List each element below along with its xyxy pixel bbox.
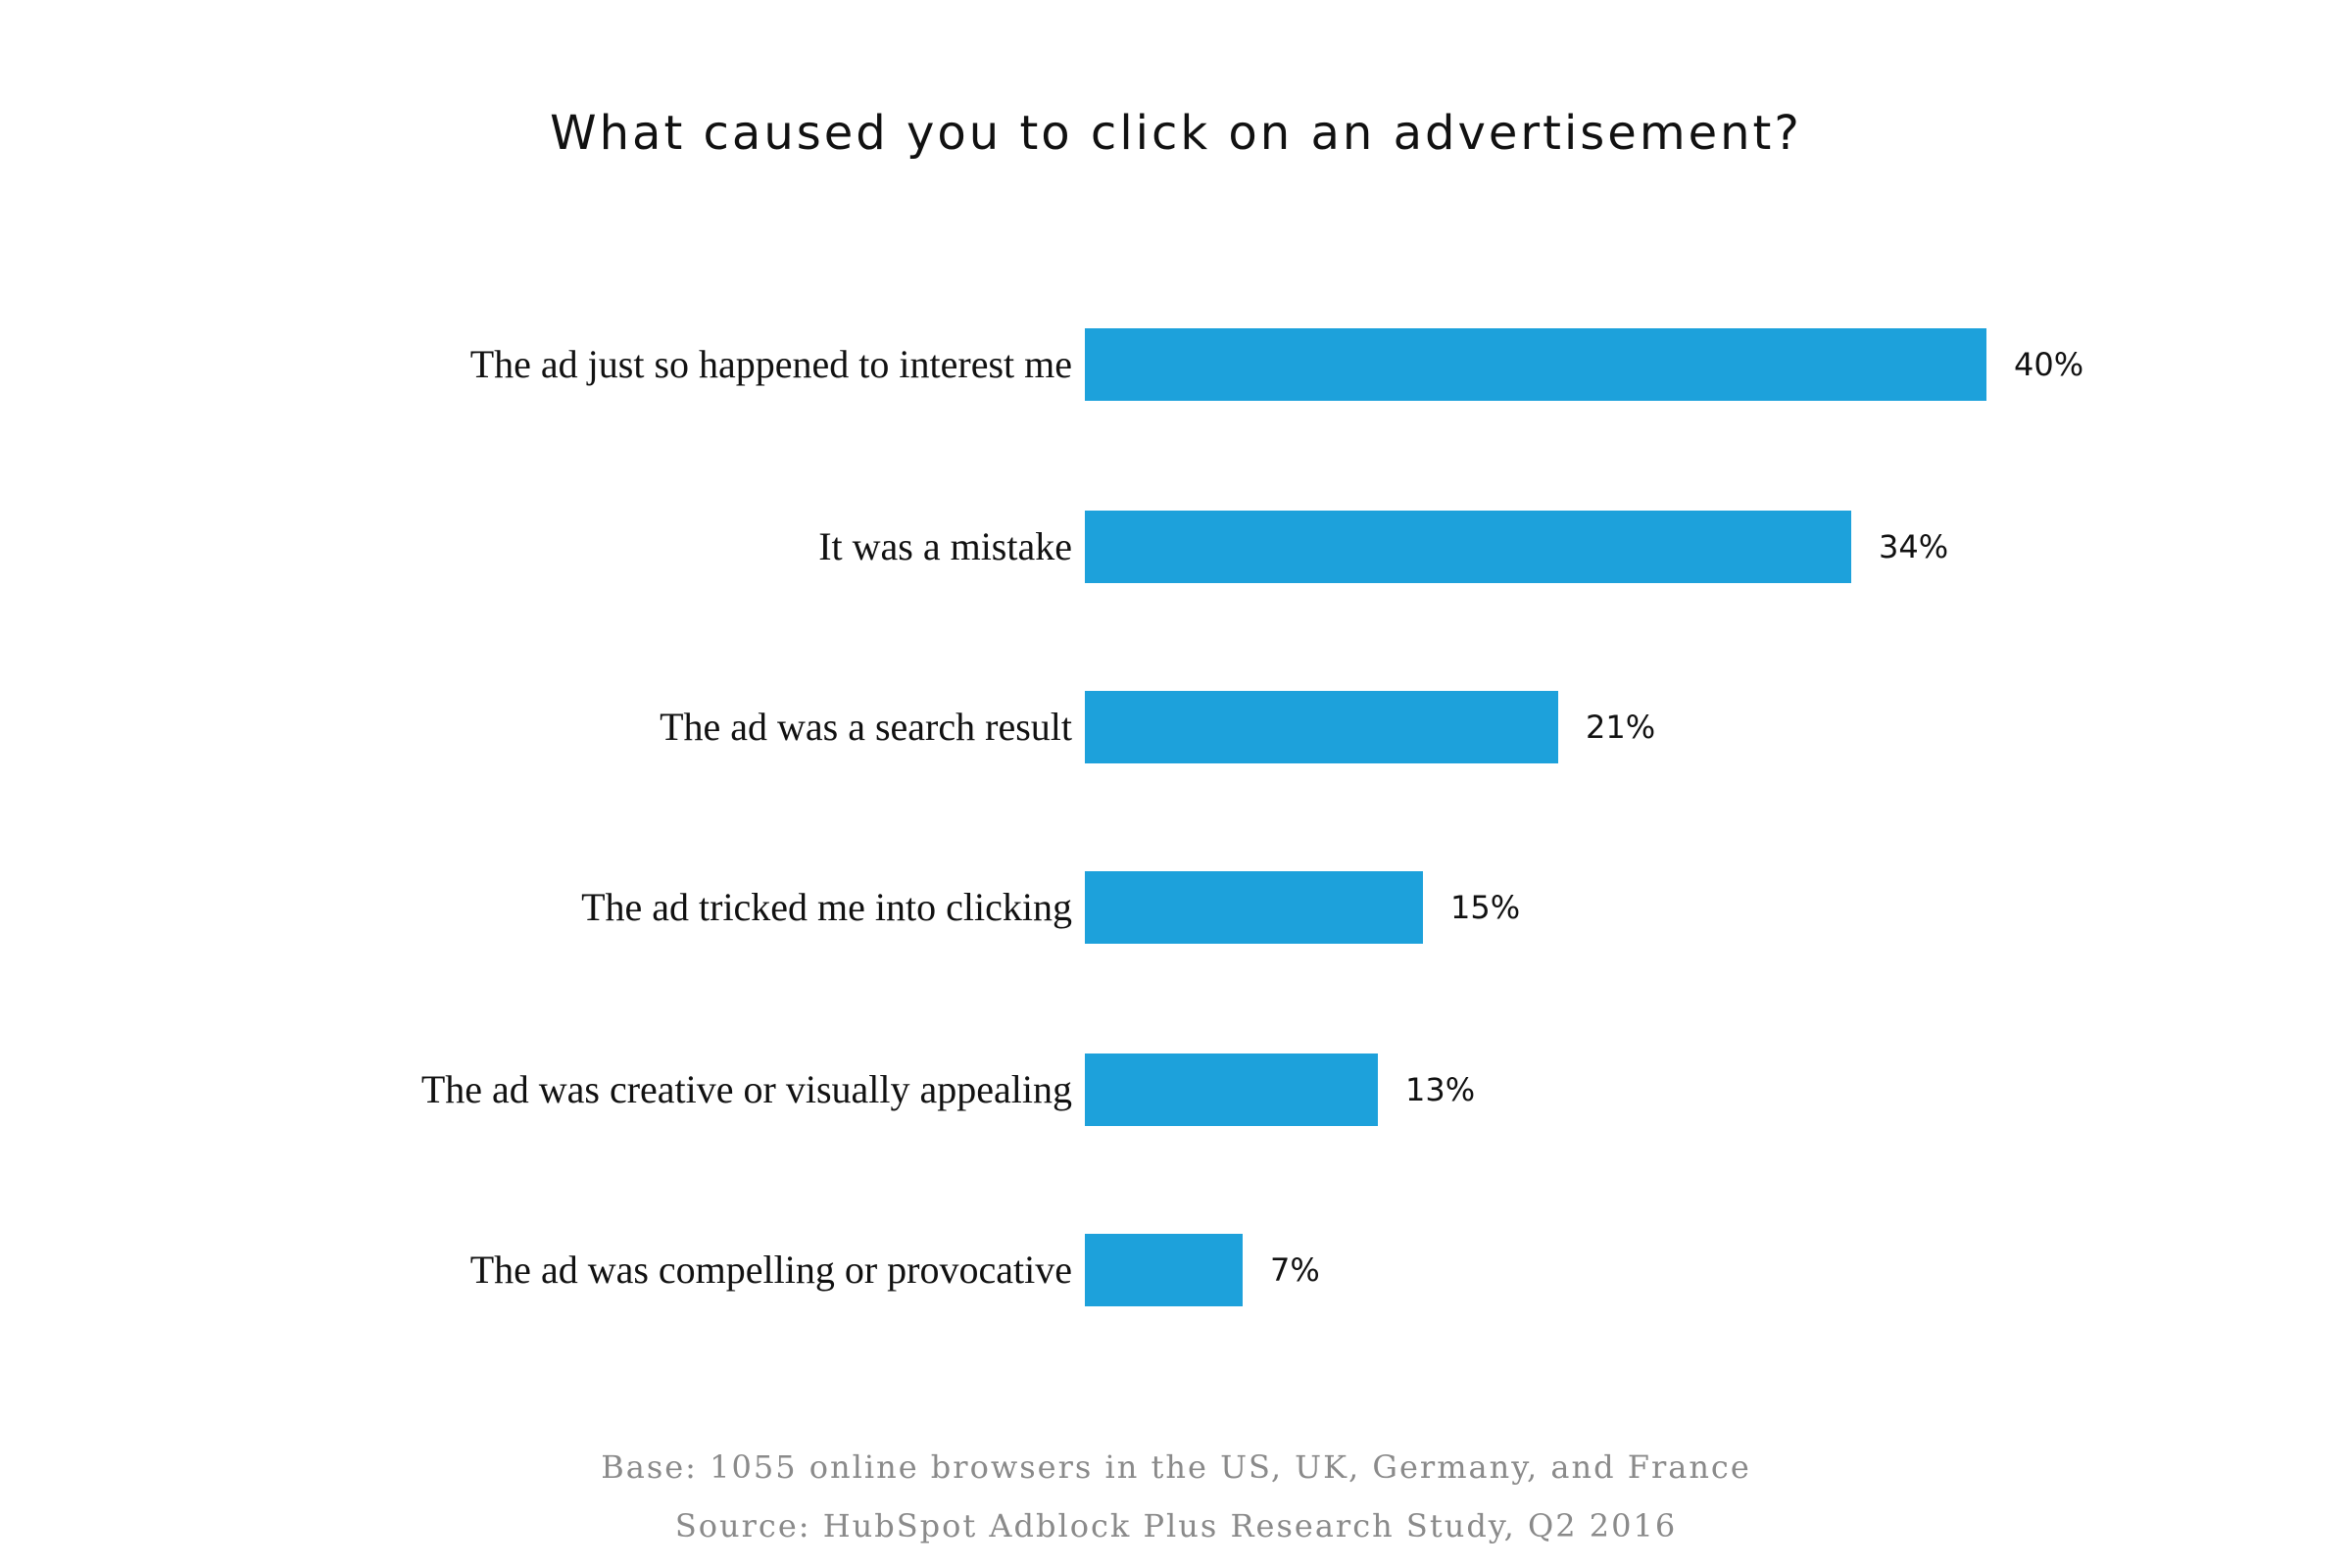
bar-row: The ad was compelling or provocative 7% [0,1234,2352,1306]
category-label: The ad was compelling or provocative [469,1248,1072,1292]
bar-row: The ad tricked me into clicking 15% [0,871,2352,944]
bar [1085,691,1558,763]
value-label: 7% [1270,1251,1320,1289]
category-label: The ad was a search result [660,705,1072,749]
bar-row: The ad was creative or visually appealin… [0,1054,2352,1126]
category-label: The ad just so happened to interest me [469,342,1072,386]
bar [1085,1234,1243,1306]
bar-row: It was a mistake 34% [0,511,2352,583]
chart-title: What caused you to click on an advertise… [550,106,1802,161]
value-label: 21% [1586,709,1656,746]
footer-source-note: Source: HubSpot Adblock Plus Research St… [674,1507,1678,1544]
value-label: 15% [1450,889,1521,926]
bar [1085,328,1986,401]
value-label: 13% [1405,1071,1476,1108]
bar-row: The ad just so happened to interest me 4… [0,328,2352,401]
bar [1085,871,1423,944]
value-label: 34% [1879,528,1949,565]
bar-row: The ad was a search result 21% [0,691,2352,763]
footer-base-note: Base: 1055 online browsers in the US, UK… [601,1448,1751,1486]
value-label: 40% [2014,346,2084,383]
category-label: The ad tricked me into clicking [581,885,1072,929]
category-label: The ad was creative or visually appealin… [420,1067,1072,1111]
bar [1085,511,1851,583]
bar [1085,1054,1378,1126]
category-label: It was a mistake [818,524,1072,568]
